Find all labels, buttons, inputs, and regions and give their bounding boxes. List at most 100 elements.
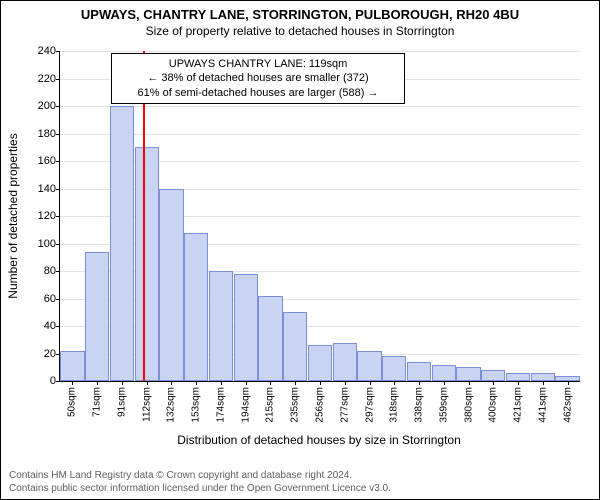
y-tick-label: 0 — [50, 375, 56, 387]
x-tick — [370, 381, 371, 385]
y-tick-label: 120 — [38, 210, 56, 222]
x-tick-label: 215sqm — [265, 387, 276, 423]
x-tick-label: 318sqm — [389, 387, 400, 423]
y-tick — [56, 79, 60, 80]
histogram-bar — [110, 106, 134, 381]
annotation-line-3: 61% of semi-detached houses are larger (… — [118, 86, 398, 100]
histogram-bar — [382, 356, 406, 381]
y-axis-label: Number of detached properties — [6, 133, 20, 298]
chart-container: UPWAYS, CHANTRY LANE, STORRINGTON, PULBO… — [0, 0, 600, 500]
histogram-bar — [258, 296, 282, 381]
annotation-line-1: UPWAYS CHANTRY LANE: 119sqm — [118, 57, 398, 71]
histogram-bar — [481, 370, 505, 381]
histogram-bar — [159, 189, 183, 382]
histogram-bar — [333, 343, 357, 382]
x-tick-label: 71sqm — [92, 387, 103, 417]
chart-subtitle: Size of property relative to detached ho… — [5, 24, 595, 38]
y-tick-label: 180 — [38, 128, 56, 140]
x-tick — [518, 381, 519, 385]
x-tick-label: 153sqm — [191, 387, 202, 423]
y-tick — [56, 216, 60, 217]
x-tick — [295, 381, 296, 385]
histogram-bar — [407, 362, 431, 381]
y-tick — [56, 51, 60, 52]
x-tick-label: 50sqm — [67, 387, 78, 417]
gridline — [60, 51, 580, 52]
x-tick — [147, 381, 148, 385]
x-tick-label: 132sqm — [166, 387, 177, 423]
x-tick — [97, 381, 98, 385]
x-tick-label: 359sqm — [438, 387, 449, 423]
x-tick-label: 174sqm — [215, 387, 226, 423]
x-tick — [320, 381, 321, 385]
y-tick-label: 240 — [38, 45, 56, 57]
x-tick-label: 277sqm — [339, 387, 350, 423]
x-tick-label: 91sqm — [116, 387, 127, 417]
y-tick-label: 200 — [38, 100, 56, 112]
y-tick — [56, 106, 60, 107]
histogram-bar — [432, 365, 456, 382]
x-axis-label: Distribution of detached houses by size … — [59, 433, 579, 447]
x-tick — [469, 381, 470, 385]
y-tick — [56, 134, 60, 135]
y-tick — [56, 244, 60, 245]
y-tick — [56, 189, 60, 190]
x-tick — [246, 381, 247, 385]
x-tick — [419, 381, 420, 385]
histogram-bar — [357, 351, 381, 381]
x-tick-label: 441sqm — [537, 387, 548, 423]
histogram-bar — [85, 252, 109, 381]
x-tick-label: 112sqm — [141, 387, 152, 422]
y-tick-label: 20 — [44, 348, 56, 360]
y-tick-label: 100 — [38, 238, 56, 250]
y-tick-label: 220 — [38, 73, 56, 85]
y-tick-label: 40 — [44, 320, 56, 332]
histogram-bar — [234, 274, 258, 381]
annotation-line-2: ← 38% of detached houses are smaller (37… — [118, 71, 398, 85]
gridline — [60, 134, 580, 135]
x-tick-label: 235sqm — [290, 387, 301, 423]
gridline — [60, 106, 580, 107]
x-tick — [171, 381, 172, 385]
histogram-bar — [456, 367, 480, 381]
histogram-bar — [283, 312, 307, 381]
x-tick-label: 256sqm — [315, 387, 326, 423]
chart-title: UPWAYS, CHANTRY LANE, STORRINGTON, PULBO… — [5, 7, 595, 22]
histogram-bar — [531, 373, 555, 381]
footer-credits: Contains HM Land Registry data © Crown c… — [9, 470, 591, 495]
x-tick — [493, 381, 494, 385]
y-tick — [56, 271, 60, 272]
y-tick-label: 140 — [38, 183, 56, 195]
annotation-box: UPWAYS CHANTRY LANE: 119sqm ← 38% of det… — [111, 53, 405, 104]
y-tick — [56, 299, 60, 300]
footer-line-2: Contains public sector information licen… — [9, 483, 591, 496]
x-tick — [196, 381, 197, 385]
y-tick-label: 80 — [44, 265, 56, 277]
x-tick — [568, 381, 569, 385]
x-tick-label: 400sqm — [488, 387, 499, 423]
x-tick — [394, 381, 395, 385]
y-tick — [56, 326, 60, 327]
x-tick — [345, 381, 346, 385]
histogram-bar — [184, 233, 208, 382]
y-tick — [56, 381, 60, 382]
x-tick-label: 421sqm — [513, 387, 524, 423]
x-tick — [444, 381, 445, 385]
x-tick-label: 297sqm — [364, 387, 375, 423]
x-tick-label: 194sqm — [240, 387, 251, 423]
histogram-bar — [308, 345, 332, 381]
x-tick — [270, 381, 271, 385]
footer-line-1: Contains HM Land Registry data © Crown c… — [9, 470, 591, 483]
histogram-bar — [135, 147, 159, 381]
x-tick-label: 338sqm — [414, 387, 425, 423]
x-tick-label: 462sqm — [562, 387, 573, 423]
histogram-bar — [60, 351, 84, 381]
x-tick — [122, 381, 123, 385]
y-tick-label: 160 — [38, 155, 56, 167]
x-tick — [221, 381, 222, 385]
x-tick — [543, 381, 544, 385]
y-tick-label: 60 — [44, 293, 56, 305]
x-tick — [72, 381, 73, 385]
y-tick — [56, 161, 60, 162]
x-tick-label: 380sqm — [463, 387, 474, 423]
